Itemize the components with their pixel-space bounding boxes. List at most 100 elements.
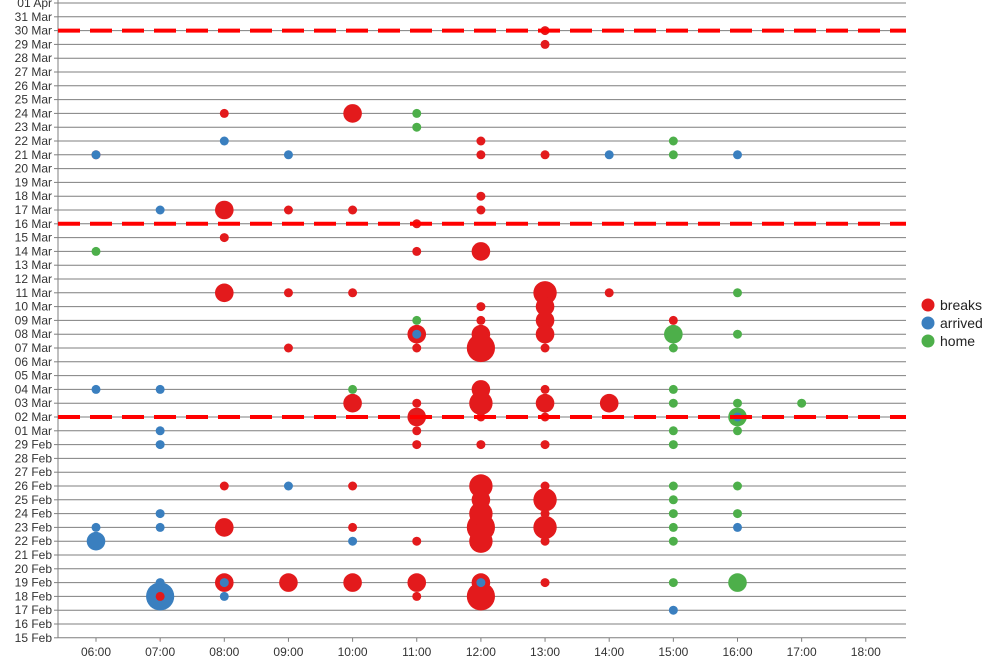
y-tick-label: 24 Mar xyxy=(15,106,52,120)
data-point-breaks xyxy=(471,242,491,261)
y-tick-label: 31 Mar xyxy=(15,10,52,24)
data-point-breaks xyxy=(476,136,486,146)
data-point-home xyxy=(668,481,678,491)
data-point-breaks xyxy=(469,501,493,526)
y-tick-label: 29 Mar xyxy=(15,37,52,51)
y-tick-label: 28 Mar xyxy=(15,51,52,65)
y-tick-label: 23 Mar xyxy=(15,120,52,134)
data-point-arrived xyxy=(219,136,229,146)
y-tick-label: 21 Feb xyxy=(15,548,53,562)
data-point-arrived xyxy=(91,522,101,532)
legend: breaks arrived home xyxy=(921,297,983,349)
data-point-breaks xyxy=(540,384,550,394)
data-point-breaks xyxy=(412,426,422,436)
data-point-breaks xyxy=(348,205,358,215)
data-point-breaks xyxy=(412,246,422,256)
y-tick-label: 29 Feb xyxy=(15,438,53,452)
y-tick-label: 08 Mar xyxy=(15,327,52,341)
data-point-breaks xyxy=(283,288,293,298)
data-point-arrived xyxy=(155,440,165,450)
data-point-home xyxy=(668,440,678,450)
y-tick-label: 25 Feb xyxy=(15,493,53,507)
data-point-breaks xyxy=(471,380,491,399)
data-point-home xyxy=(668,536,678,546)
data-point-arrived xyxy=(155,522,165,532)
legend-label-home: home xyxy=(940,333,975,349)
x-axis-ticks: 06:00 07:00 08:00 09:00 10:00 11:00 12:00 13:00… xyxy=(81,637,881,659)
data-point-breaks xyxy=(407,573,427,592)
reference-lines xyxy=(58,28,906,419)
data-point-breaks xyxy=(469,529,493,553)
y-tick-label: 30 Mar xyxy=(15,24,52,38)
data-point-breaks xyxy=(283,205,293,215)
data-point-arrived xyxy=(155,205,165,215)
x-tick-label: 11:00 xyxy=(402,645,431,659)
data-point-home xyxy=(668,522,678,532)
data-point-arrived xyxy=(155,384,165,394)
data-point-breaks xyxy=(476,150,486,160)
data-point-breaks xyxy=(215,200,234,220)
y-tick-label: 02 Mar xyxy=(15,410,52,424)
data-point-home xyxy=(668,578,678,588)
data-point-breaks xyxy=(283,343,293,353)
data-point-breaks xyxy=(540,150,550,160)
data-point-breaks xyxy=(476,191,486,201)
x-tick-label: 06:00 xyxy=(81,645,111,659)
data-point-home xyxy=(733,398,742,408)
data-point-breaks xyxy=(469,474,493,498)
y-tick-label: 09 Mar xyxy=(15,313,52,327)
data-point-breaks xyxy=(540,578,550,588)
data-point-arrived xyxy=(733,150,742,160)
data-point-breaks xyxy=(535,297,555,316)
data-point-home xyxy=(668,343,678,353)
data-point-breaks xyxy=(540,440,550,450)
data-point-breaks xyxy=(533,515,557,540)
data-point-home xyxy=(668,398,678,408)
data-point-arrived xyxy=(219,578,229,588)
y-tick-label: 01 Apr xyxy=(17,0,52,10)
data-point-home xyxy=(668,426,678,436)
data-point-home xyxy=(668,136,678,146)
x-tick-label: 15:00 xyxy=(658,645,688,659)
y-tick-label: 15 Mar xyxy=(15,231,52,245)
x-tick-label: 07:00 xyxy=(145,645,175,659)
data-point-home xyxy=(797,398,807,408)
legend-label-arrived: arrived xyxy=(940,315,983,331)
y-tick-label: 26 Mar xyxy=(15,79,52,93)
data-point-breaks xyxy=(533,281,557,305)
data-point-breaks xyxy=(533,488,557,512)
data-point-arrived xyxy=(668,605,678,615)
y-tick-label: 03 Mar xyxy=(15,396,52,410)
y-tick-label: 28 Feb xyxy=(15,451,53,465)
y-tick-label: 21 Mar xyxy=(15,148,52,162)
data-point-breaks xyxy=(604,288,614,298)
data-point-breaks xyxy=(540,343,550,353)
data-point-arrived xyxy=(283,481,293,491)
data-point-breaks xyxy=(535,393,555,413)
legend-marker-breaks xyxy=(921,298,935,312)
data-point-home xyxy=(733,481,742,491)
y-tick-label: 22 Feb xyxy=(15,534,53,548)
y-tick-label: 01 Mar xyxy=(15,424,52,438)
y-tick-label: 17 Feb xyxy=(15,603,53,617)
data-point-breaks xyxy=(540,481,550,491)
legend-marker-home xyxy=(921,334,935,348)
data-point-breaks xyxy=(348,481,358,491)
x-tick-label: 14:00 xyxy=(594,645,624,659)
y-tick-label: 07 Mar xyxy=(15,341,52,355)
legend-label-breaks: breaks xyxy=(940,297,982,313)
y-tick-label: 11 Mar xyxy=(16,286,52,300)
data-point-home xyxy=(728,573,747,592)
data-point-arrived xyxy=(412,329,422,339)
data-point-breaks xyxy=(476,315,486,325)
data-point-home xyxy=(91,246,101,256)
y-tick-label: 26 Feb xyxy=(15,479,53,493)
data-point-breaks xyxy=(155,591,165,601)
x-tick-label: 18:00 xyxy=(851,645,881,659)
data-point-breaks xyxy=(348,288,358,298)
data-point-home xyxy=(412,108,422,118)
y-tick-label: 19 Feb xyxy=(15,576,53,590)
data-point-breaks xyxy=(476,302,486,312)
data-point-home xyxy=(733,329,742,339)
